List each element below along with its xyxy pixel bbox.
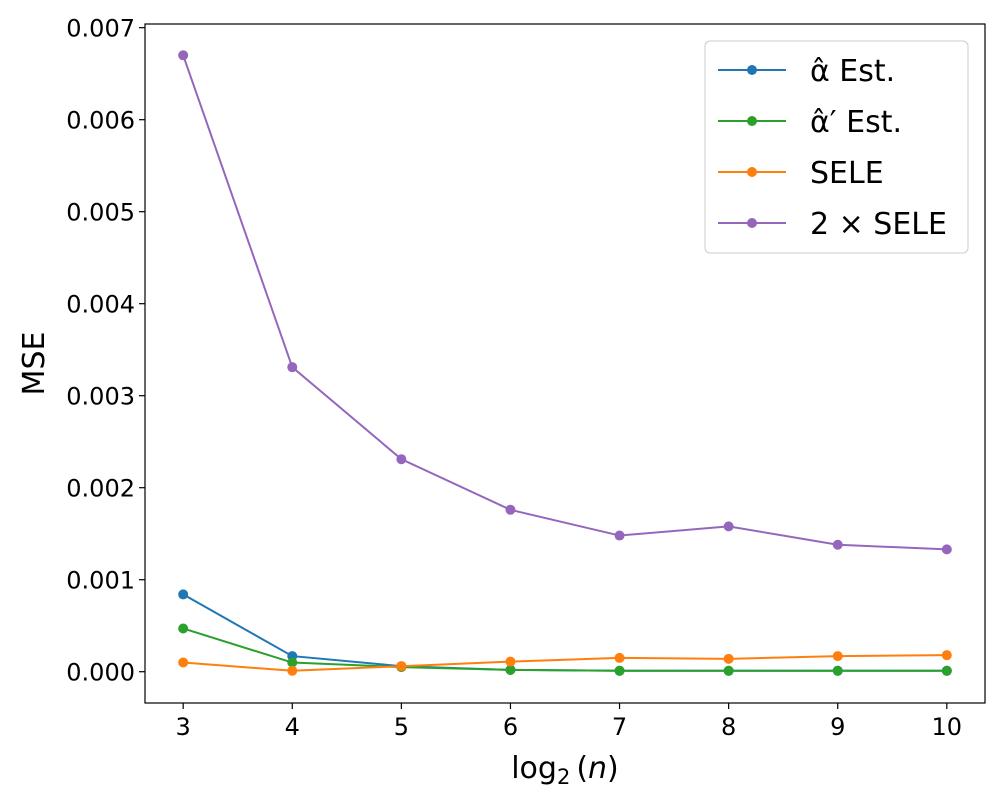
data-point (287, 665, 298, 676)
data-point (832, 651, 843, 662)
data-point (505, 664, 516, 675)
data-point (178, 50, 189, 61)
data-point (723, 653, 734, 664)
x-axis-title: log2 (n) (511, 751, 619, 789)
data-point (832, 665, 843, 676)
data-point (941, 665, 952, 676)
y-axis-title: MSE (17, 332, 52, 396)
x-tick-label: 4 (285, 713, 300, 741)
series-3 (178, 50, 952, 555)
series-2 (178, 650, 952, 676)
x-tick-label: 9 (830, 713, 845, 741)
legend-label: 2 × SELE (810, 207, 947, 242)
x-tick-label: 10 (932, 713, 963, 741)
legend-label: α̂ Est. (810, 54, 895, 89)
legend-marker (747, 218, 757, 228)
legend-box (704, 40, 969, 254)
data-point (614, 530, 625, 541)
y-tick-label: 0.003 (66, 383, 135, 411)
legend-marker (747, 65, 757, 75)
data-point (178, 589, 189, 600)
axes: 3 4 5 6 7 8 9 10 0.000 0.001 0.002 0.003 0.004 0.005 0… (17, 15, 986, 789)
data-point (178, 623, 189, 634)
data-point (723, 521, 734, 532)
y-tick-label: 0.004 (66, 291, 135, 319)
plot-area (178, 50, 952, 676)
series-line (182, 54, 947, 551)
data-point (941, 544, 952, 555)
data-point (287, 362, 298, 373)
data-point (396, 454, 407, 465)
y-tick-label: 0.007 (66, 15, 135, 43)
x-tick-label: 6 (503, 713, 518, 741)
legend-marker (747, 167, 757, 177)
legend-label: α̂′ Est. (810, 105, 902, 140)
x-tick-label: 8 (721, 713, 736, 741)
legend-marker (747, 116, 757, 126)
plot-frame (144, 23, 986, 704)
data-point (505, 504, 516, 515)
data-point (505, 656, 516, 667)
series-line (183, 654, 947, 672)
data-point (723, 665, 734, 676)
legend-label: SELE (810, 156, 884, 191)
data-point (941, 650, 952, 661)
y-tick-label: 0.000 (66, 659, 135, 687)
data-point (287, 657, 298, 668)
series-1 (178, 623, 952, 676)
x-tick-label: 7 (612, 713, 627, 741)
series-line (182, 627, 947, 672)
data-point (396, 661, 407, 672)
data-point (178, 657, 189, 668)
y-tick-label: 0.005 (66, 199, 135, 227)
legend: α̂ Est. α̂′ Est. SELE 2 × SELE (704, 40, 969, 254)
data-point (614, 665, 625, 676)
y-tick-label: 0.001 (66, 567, 135, 595)
data-point (614, 652, 625, 663)
y-tick-label: 0.002 (66, 475, 135, 503)
y-tick-label: 0.006 (66, 107, 135, 135)
x-tick-label: 3 (176, 713, 191, 741)
data-point (832, 539, 843, 550)
x-tick-label: 5 (394, 713, 409, 741)
